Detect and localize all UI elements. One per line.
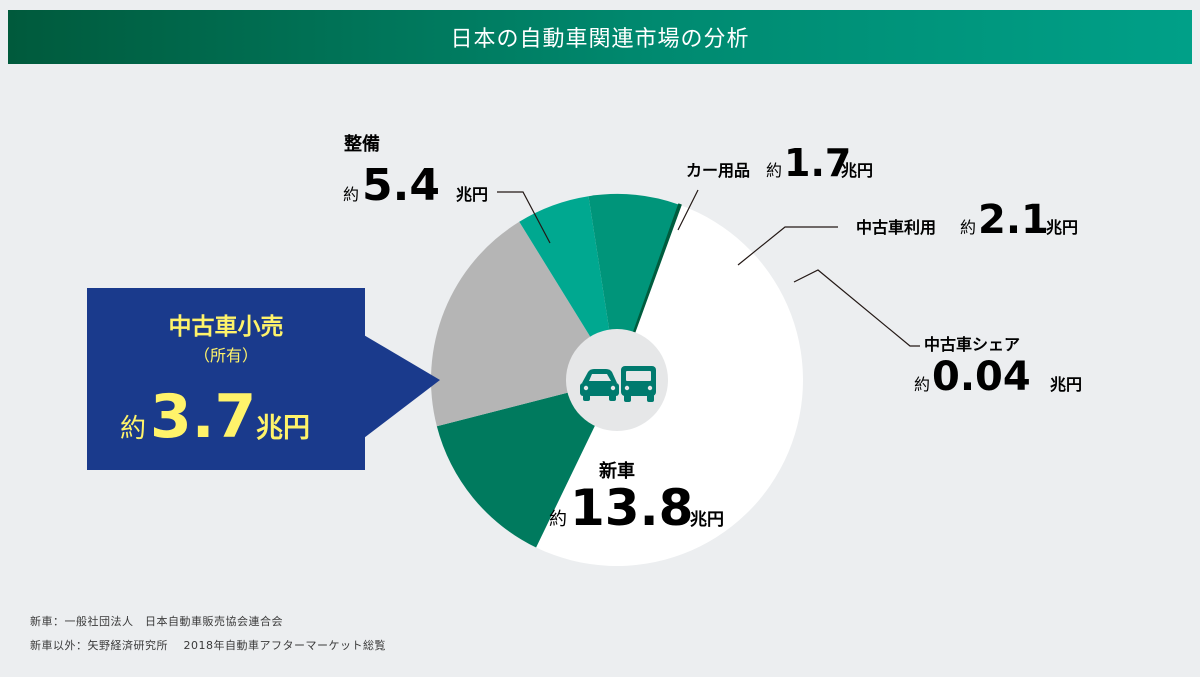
label-seibi: 整備 [343, 133, 380, 155]
label-used-share: 中古車シェア [924, 335, 1020, 354]
chart-title: 日本の自動車関連市場の分析 [450, 27, 750, 52]
approx-car-goods: 約 [766, 161, 782, 180]
unit-used-retail: 兆円 [256, 413, 310, 444]
car-icon [580, 369, 619, 401]
source-line-1: 新車：一般社団法人 日本自動車販売協会連合会 [30, 615, 283, 628]
value-used-retail: 3.7 [150, 382, 256, 452]
title-bar: 日本の自動車関連市場の分析 [8, 10, 1192, 64]
leader-line-car-goods [677, 189, 699, 231]
value-new-car: 13.8 [570, 479, 693, 537]
unit-car-goods: 兆円 [841, 161, 873, 180]
leader-line-used-use [737, 226, 838, 266]
unit-seibi: 兆円 [456, 185, 488, 204]
source-line-2: 新車以外：矢野経済研究所 2018年自動車アフターマーケット総覧 [30, 639, 386, 652]
approx-used-retail: 約 [120, 414, 146, 444]
approx-used-share: 約 [914, 375, 930, 394]
highlight-box [87, 288, 365, 470]
label-used-retail: 中古車小売 [169, 314, 284, 340]
label-used-use: 中古車利用 [856, 218, 936, 237]
leader-line-used-share [793, 269, 920, 347]
value-seibi: 5.4 [362, 160, 440, 211]
label-car-goods: カー用品 [686, 161, 750, 180]
approx-new-car: 約 [549, 509, 567, 530]
label-new-car: 新車 [599, 460, 635, 482]
unit-used-use: 兆円 [1046, 218, 1078, 237]
approx-seibi: 約 [343, 185, 359, 204]
truck-icon [621, 366, 656, 402]
approx-used-use: 約 [960, 218, 976, 237]
unit-new-car: 兆円 [690, 510, 724, 530]
unit-used-share: 兆円 [1050, 375, 1082, 394]
slice-car-goods [519, 196, 617, 380]
donut-hole [566, 329, 668, 431]
leader-lines [497, 189, 920, 347]
value-used-share: 0.04 [932, 354, 1031, 400]
slice-used-retail [436, 380, 617, 548]
leader-line-seibi [497, 191, 551, 244]
sublabel-used-retail: （所有） [194, 346, 258, 365]
slice-new-car [536, 205, 803, 566]
value-car-goods: 1.7 [784, 141, 851, 185]
value-used-use: 2.1 [978, 197, 1049, 243]
